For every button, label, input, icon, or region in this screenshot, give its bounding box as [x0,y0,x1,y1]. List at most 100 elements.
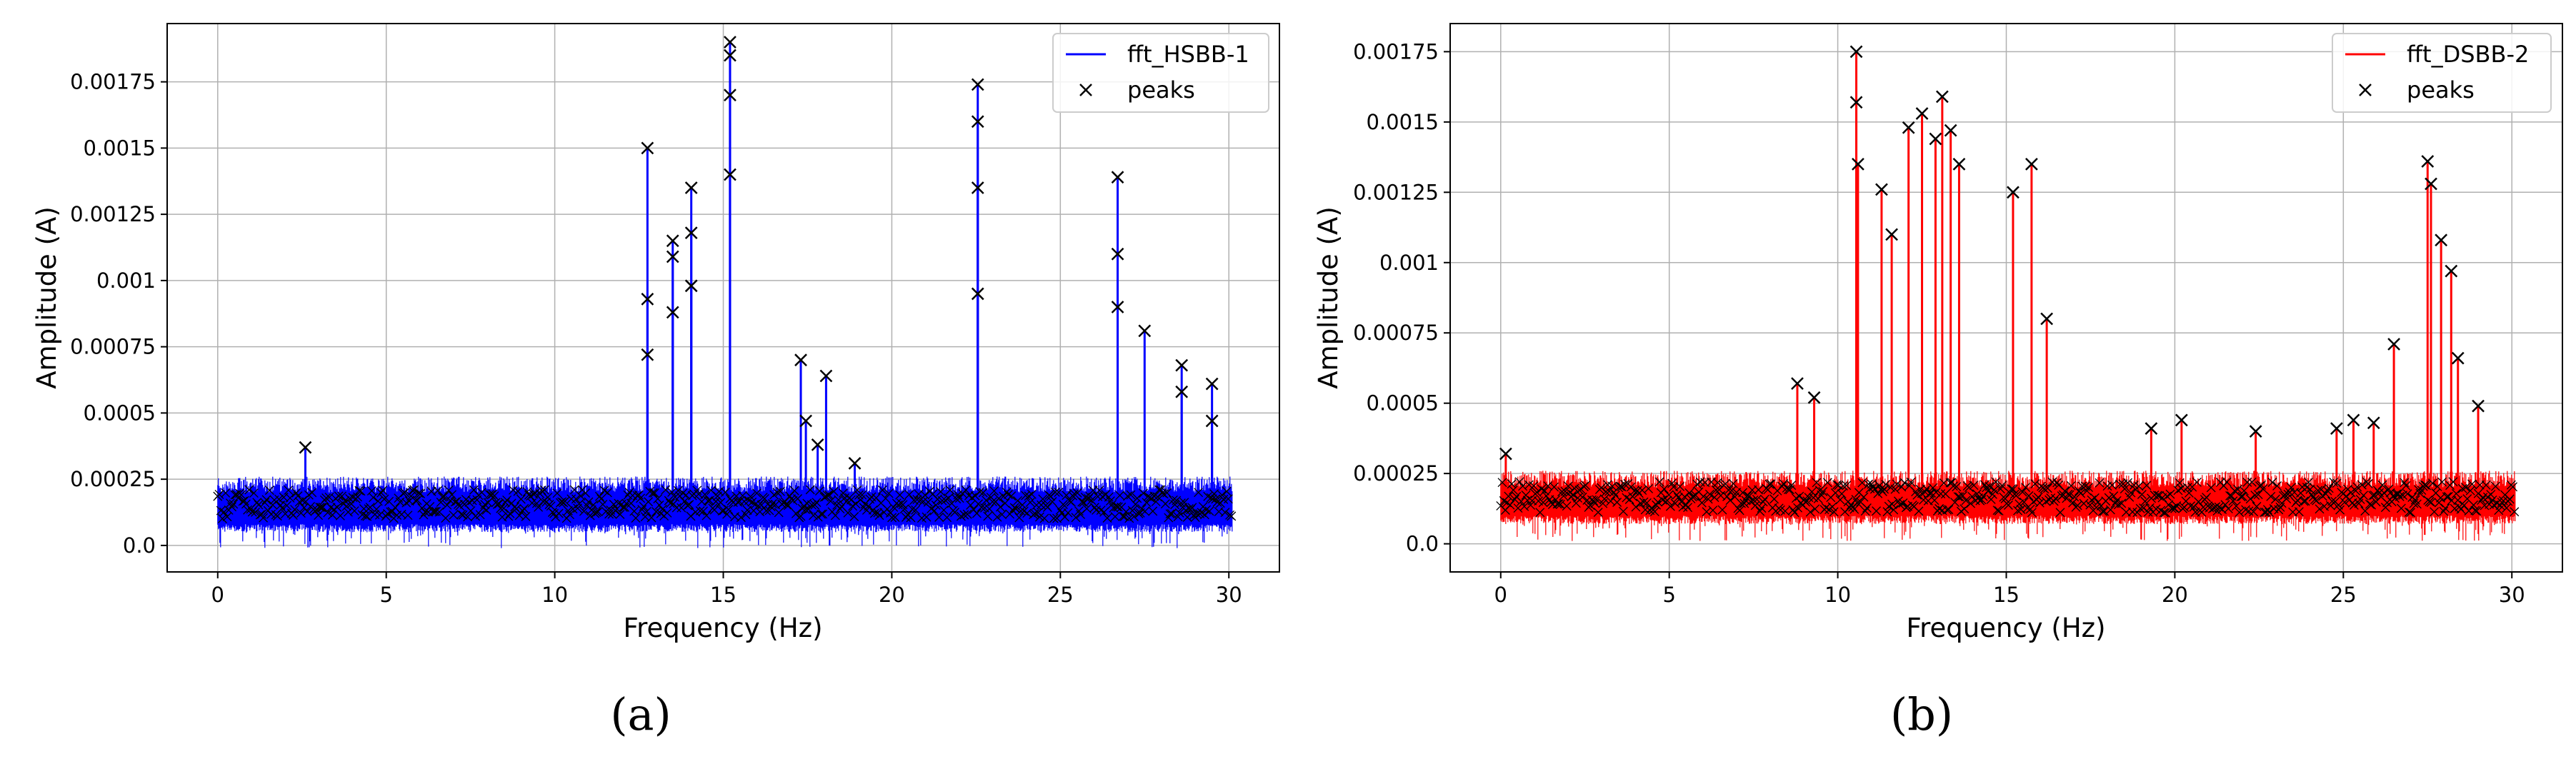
legend-label-peaks-a: peaks [1127,76,1195,104]
peak-marker [1807,391,1821,404]
y-tick-label: 0.0 [1406,532,1439,556]
peak-marker [1935,90,1949,104]
peak-marker [684,181,698,194]
legend-box-b [2332,33,2552,113]
y-tick-label: 0.00025 [70,467,156,491]
peak-marker [2330,422,2343,436]
x-ticks-b: 0 5 10 15 20 25 30 [1494,572,2525,607]
peak-marker [2425,177,2437,191]
y-tick-label: 0.0015 [1367,110,1439,134]
peak-marker [2367,416,2380,430]
peak-marker [1885,228,1898,241]
peak-marker [684,279,698,293]
y-tick-label: 0.0015 [84,136,156,160]
caption-b: (b) [1890,688,1953,740]
peak-marker [799,414,812,428]
peak-marker [724,168,737,181]
x-tick-label: 10 [1824,583,1851,607]
y-tick-label: 0.00125 [70,202,156,226]
peak-marker [1205,377,1219,391]
peaks-b [1496,45,2520,518]
peak-marker [724,89,737,102]
peak-marker [1205,414,1219,428]
chart-panel-b: 0 5 10 15 20 25 30 0.0 0.00025 0.0005 0.00075 0.00… [1313,23,2563,740]
y-axis-label-b: Amplitude (A) [1313,206,1344,389]
x-axis-label-a: Frequency (Hz) [623,613,822,643]
peaks-a [213,36,1237,523]
peak-marker [1111,247,1124,261]
grid-a [167,24,1279,572]
peak-marker [724,49,737,62]
peak-marker [2421,155,2435,168]
peak-marker [1875,183,1888,196]
chart-panel-a: 0 5 10 15 20 25 30 0.0 0.00025 0.0005 0.00075 0.00… [31,23,1280,740]
x-tick-label: 10 [541,583,568,607]
peak-marker [1952,158,1966,171]
peak-marker [2007,186,2020,199]
x-tick-label: 0 [211,583,224,607]
peak-marker [724,36,737,49]
peak-marker [2145,422,2158,436]
peak-marker [2445,264,2458,278]
x-tick-label: 25 [2330,583,2357,607]
peak-marker [1915,107,1929,120]
peak-marker [819,369,833,383]
legend-a: fft_HSBB-1 peaks [1052,33,1269,113]
peak-marker [2249,425,2262,438]
x-ticks-a: 0 5 10 15 20 25 30 [211,572,1242,607]
peak-marker [971,287,984,301]
y-axis-label-a: Amplitude (A) [31,206,62,389]
peak-marker [2435,233,2448,247]
y-tick-label: 0.00175 [70,70,156,94]
peak-marker [2472,399,2485,413]
y-tick-label: 0.0005 [1367,391,1439,416]
y-tick-label: 0.0 [123,533,156,558]
peak-marker [971,115,984,129]
x-tick-label: 25 [1047,583,1074,607]
x-tick-label: 15 [710,583,737,607]
peak-marker [971,78,984,91]
peak-marker [1499,447,1512,461]
y-tick-label: 0.00075 [1353,321,1439,345]
peak-marker [2040,312,2054,326]
peak-marker [2175,413,2188,427]
peak-marker [641,141,654,155]
x-tick-label: 20 [879,583,905,607]
peak-marker [641,292,654,306]
peak-marker [1111,171,1124,184]
x-tick-label: 30 [2499,583,2525,607]
y-ticks-b: 0.0 0.00025 0.0005 0.00075 0.001 0.00125 0.001… [1353,39,1450,556]
legend-label-peaks-b: peaks [2407,76,2475,104]
x-tick-label: 30 [1216,583,1242,607]
x-axis-label-b: Frequency (Hz) [1906,613,2105,643]
x-tick-label: 15 [1993,583,2020,607]
y-tick-label: 0.0005 [84,401,156,425]
x-tick-label: 5 [379,583,392,607]
x-tick-label: 20 [2162,583,2188,607]
peak-marker [666,234,679,248]
peak-marker [1849,96,1863,109]
legend-peak-marker-b [2359,84,2372,96]
peak-marker [2025,158,2038,171]
signal-a [217,41,1233,548]
legend-b: fft_DSBB-2 peaks [2332,33,2552,113]
peak-marker [1138,324,1152,338]
legend-peak-marker-a [1079,84,1092,96]
y-tick-label: 0.00075 [70,335,156,359]
peak-marker [666,306,679,319]
x-tick-label: 5 [1662,583,1675,607]
y-tick-label: 0.00125 [1353,180,1439,204]
peak-marker-band [213,485,1237,523]
legend-label-series-a: fft_HSBB-1 [1127,41,1249,68]
peak-marker [1175,358,1189,372]
legend-label-series-b: fft_DSBB-2 [2407,41,2529,68]
y-tick-label: 0.00025 [1353,461,1439,486]
y-tick-label: 0.001 [1379,251,1439,275]
peak-marker [666,250,679,263]
y-tick-label: 0.00175 [1353,39,1439,64]
peak-marker-band [1496,477,2520,518]
y-ticks-a: 0.0 0.00025 0.0005 0.00075 0.001 0.00125 0.001… [70,70,167,558]
signal-b [1500,51,2516,541]
peak-marker [1852,158,1864,171]
peak-marker [1929,132,1942,146]
